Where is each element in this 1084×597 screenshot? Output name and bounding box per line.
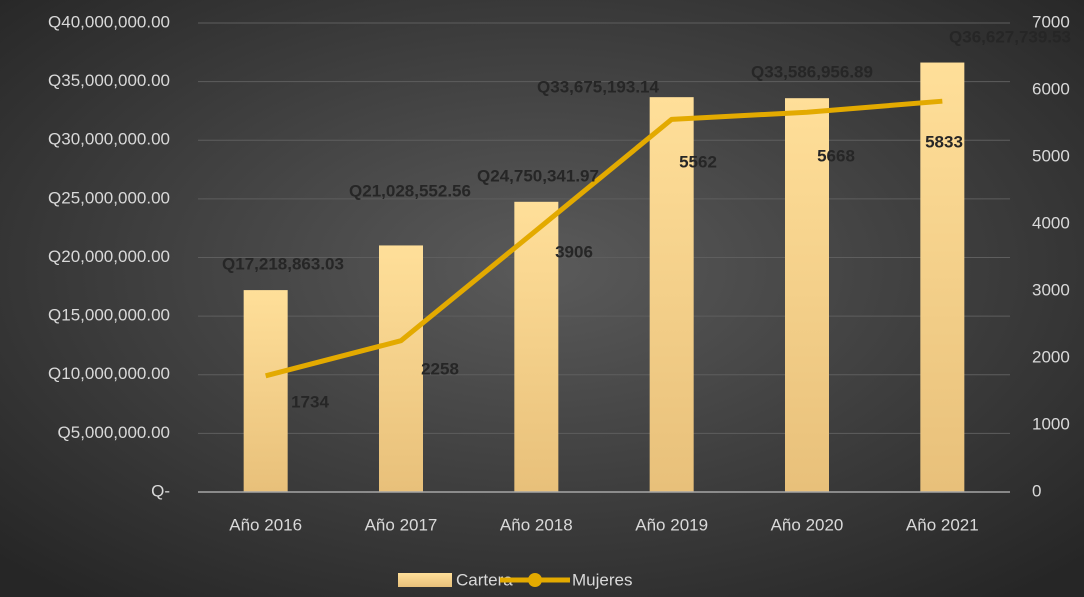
data-label: Q24,750,341.97 <box>477 166 599 185</box>
legend-label: Mujeres <box>572 570 632 589</box>
y2-tick-label: 0 <box>1032 481 1041 500</box>
y2-tick-label: 1000 <box>1032 414 1070 433</box>
data-label: 1734 <box>291 392 329 411</box>
legend-swatch <box>398 573 452 587</box>
bar <box>649 97 694 493</box>
data-label: 2258 <box>421 359 459 378</box>
y2-tick-label: 2000 <box>1032 347 1070 366</box>
y2-tick-label: 6000 <box>1032 79 1070 98</box>
y-tick-label: Q30,000,000.00 <box>48 130 170 149</box>
y2-tick-label: 4000 <box>1032 213 1070 232</box>
y2-tick-label: 3000 <box>1032 280 1070 299</box>
y-tick-label: Q5,000,000.00 <box>58 423 170 442</box>
data-label: Q33,586,956.89 <box>751 62 873 81</box>
x-tick-label: Año 2020 <box>771 515 844 534</box>
bar <box>243 290 288 492</box>
x-tick-label: Año 2016 <box>229 515 302 534</box>
y-tick-label: Q25,000,000.00 <box>48 188 170 207</box>
legend-marker <box>528 573 542 587</box>
y-tick-label: Q10,000,000.00 <box>48 364 170 383</box>
x-tick-label: Año 2021 <box>906 515 979 534</box>
bar <box>379 245 423 492</box>
y-tick-label: Q40,000,000.00 <box>48 12 170 31</box>
x-tick-label: Año 2017 <box>365 515 438 534</box>
data-label: 5562 <box>679 152 717 171</box>
bar <box>514 201 559 492</box>
x-tick-label: Año 2019 <box>635 515 708 534</box>
data-label: 5833 <box>925 132 963 151</box>
data-label: Q33,675,193.14 <box>537 77 659 96</box>
y-tick-label: Q15,000,000.00 <box>48 306 170 325</box>
bar <box>920 62 965 492</box>
data-label: 5668 <box>817 146 855 165</box>
y2-tick-label: 5000 <box>1032 146 1070 165</box>
data-label: Q21,028,552.56 <box>349 181 471 200</box>
x-tick-label: Año 2018 <box>500 515 573 534</box>
bar <box>785 98 829 492</box>
line <box>265 98 943 379</box>
y-tick-label: Q20,000,000.00 <box>48 247 170 266</box>
data-label: Q36,627,739.53 <box>949 27 1071 46</box>
y-tick-label: Q35,000,000.00 <box>48 71 170 90</box>
legend-label: Cartera <box>456 570 513 589</box>
data-label: Q17,218,863.03 <box>222 254 344 273</box>
data-label: 3906 <box>555 242 593 261</box>
y-tick-label: Q- <box>151 481 170 500</box>
y2-tick-label: 7000 <box>1032 12 1070 31</box>
